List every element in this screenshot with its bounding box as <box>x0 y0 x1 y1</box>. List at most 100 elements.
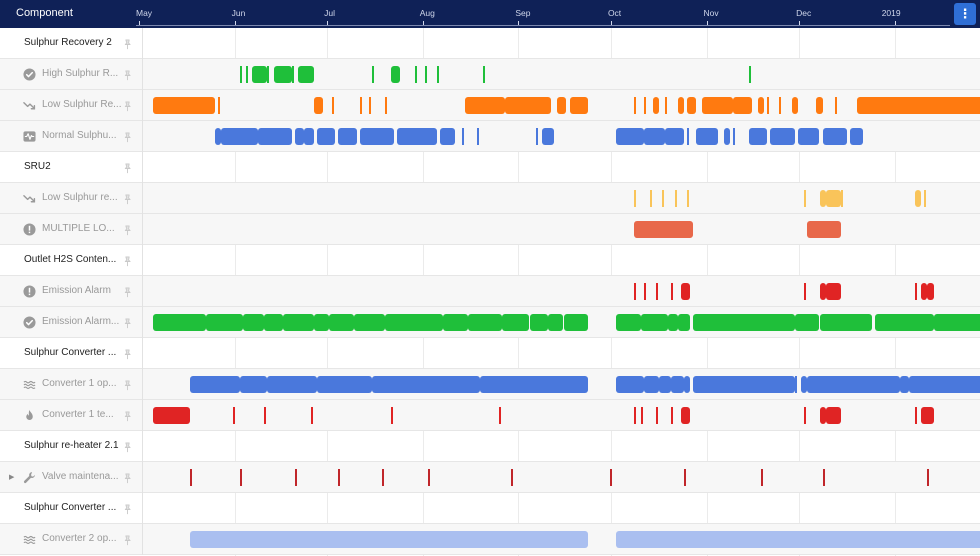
event-mark[interactable] <box>467 314 502 331</box>
event-mark[interactable] <box>662 190 665 207</box>
component-group-row[interactable]: Sulphur Converter ... <box>0 493 980 524</box>
event-mark[interactable] <box>609 469 612 486</box>
event-mark[interactable] <box>933 314 980 331</box>
event-mark[interactable] <box>915 407 918 424</box>
event-mark[interactable] <box>804 407 807 424</box>
event-mark[interactable] <box>190 376 240 393</box>
event-mark[interactable] <box>791 97 798 114</box>
event-mark[interactable] <box>875 314 934 331</box>
event-mark[interactable] <box>384 314 444 331</box>
event-mark[interactable] <box>267 66 270 83</box>
event-mark[interactable] <box>825 407 842 424</box>
event-mark[interactable] <box>794 314 820 331</box>
event-mark[interactable] <box>677 97 684 114</box>
event-mark[interactable] <box>656 407 659 424</box>
event-mark[interactable] <box>461 128 464 145</box>
component-signal-row[interactable]: Converter 2 op... <box>0 524 980 555</box>
component-signal-row[interactable]: Emission Alarm... <box>0 307 980 338</box>
event-mark[interactable] <box>677 314 690 331</box>
event-mark[interactable] <box>915 283 918 300</box>
component-signal-row[interactable]: Converter 1 op... <box>0 369 980 400</box>
event-mark[interactable] <box>153 97 215 114</box>
component-group-row[interactable]: Sulphur Converter ... <box>0 338 980 369</box>
event-mark[interactable] <box>529 314 548 331</box>
event-mark[interactable] <box>686 97 697 114</box>
pin-icon[interactable] <box>122 254 133 267</box>
event-mark[interactable] <box>767 97 770 114</box>
event-mark[interactable] <box>640 314 669 331</box>
event-mark[interactable] <box>424 66 427 83</box>
event-mark[interactable] <box>372 376 481 393</box>
component-signal-row[interactable]: Converter 1 te... <box>0 400 980 431</box>
event-mark[interactable] <box>665 97 668 114</box>
event-mark[interactable] <box>683 469 686 486</box>
event-mark[interactable] <box>369 97 372 114</box>
event-mark[interactable] <box>304 128 314 145</box>
event-mark[interactable] <box>541 128 555 145</box>
pin-icon[interactable] <box>122 130 133 143</box>
component-signal-row[interactable]: High Sulphur R... <box>0 59 980 90</box>
event-mark[interactable] <box>221 128 259 145</box>
event-mark[interactable] <box>822 469 825 486</box>
event-mark[interactable] <box>233 407 236 424</box>
event-mark[interactable] <box>338 128 357 145</box>
event-mark[interactable] <box>353 314 385 331</box>
event-mark[interactable] <box>797 128 820 145</box>
pin-icon[interactable] <box>122 378 133 391</box>
event-mark[interactable] <box>501 314 530 331</box>
event-mark[interactable] <box>190 469 193 486</box>
event-mark[interactable] <box>282 314 314 331</box>
event-mark[interactable] <box>748 66 751 83</box>
event-mark[interactable] <box>396 128 437 145</box>
event-mark[interactable] <box>856 97 980 114</box>
event-mark[interactable] <box>313 314 329 331</box>
event-mark[interactable] <box>415 66 418 83</box>
event-mark[interactable] <box>908 376 980 393</box>
event-mark[interactable] <box>834 97 837 114</box>
event-mark[interactable] <box>153 407 191 424</box>
event-mark[interactable] <box>440 128 456 145</box>
pin-icon[interactable] <box>122 99 133 112</box>
pin-icon[interactable] <box>122 533 133 546</box>
pin-icon[interactable] <box>122 223 133 236</box>
event-mark[interactable] <box>498 407 501 424</box>
event-mark[interactable] <box>295 469 298 486</box>
pin-icon[interactable] <box>122 37 133 50</box>
event-mark[interactable] <box>921 407 934 424</box>
event-mark[interactable] <box>649 190 652 207</box>
event-mark[interactable] <box>927 469 930 486</box>
kebab-menu-icon[interactable]: ⋮ <box>954 3 976 25</box>
event-mark[interactable] <box>819 190 826 207</box>
event-mark[interactable] <box>801 376 808 393</box>
event-mark[interactable] <box>504 97 552 114</box>
pin-icon[interactable] <box>122 192 133 205</box>
event-mark[interactable] <box>267 376 317 393</box>
event-mark[interactable] <box>310 407 313 424</box>
event-mark[interactable] <box>359 128 394 145</box>
event-mark[interactable] <box>634 221 693 238</box>
pin-icon[interactable] <box>122 316 133 329</box>
event-mark[interactable] <box>702 97 734 114</box>
event-mark[interactable] <box>329 314 354 331</box>
event-mark[interactable] <box>686 190 689 207</box>
component-group-row[interactable]: Sulphur Recovery 2 <box>0 28 980 59</box>
event-mark[interactable] <box>671 283 674 300</box>
event-mark[interactable] <box>480 376 589 393</box>
event-mark[interactable] <box>245 66 248 83</box>
pin-icon[interactable] <box>122 347 133 360</box>
event-mark[interactable] <box>733 128 736 145</box>
event-mark[interactable] <box>563 314 589 331</box>
component-signal-row[interactable]: Low Sulphur re... <box>0 183 980 214</box>
event-mark[interactable] <box>548 314 564 331</box>
event-mark[interactable] <box>693 314 795 331</box>
event-mark[interactable] <box>359 97 362 114</box>
event-mark[interactable] <box>819 283 826 300</box>
component-signal-row[interactable]: ▶ Valve maintena... <box>0 462 980 493</box>
event-mark[interactable] <box>251 66 268 83</box>
event-mark[interactable] <box>483 66 486 83</box>
event-mark[interactable] <box>634 190 637 207</box>
event-mark[interactable] <box>671 376 684 393</box>
event-mark[interactable] <box>557 97 567 114</box>
event-mark[interactable] <box>807 376 900 393</box>
component-group-row[interactable]: Outlet H2S Conten... <box>0 245 980 276</box>
